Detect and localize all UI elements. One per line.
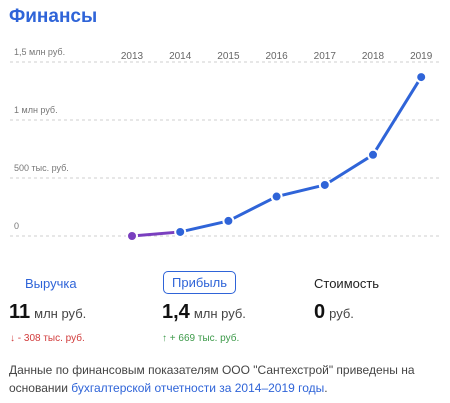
y-tick-label: 1 млн руб. bbox=[14, 105, 58, 115]
data-point bbox=[222, 214, 235, 227]
data-point bbox=[415, 71, 428, 84]
profit-line-chart: 0 500 тыс. руб. 1 млн руб. 1,5 млн руб. 2013… bbox=[10, 47, 440, 242]
section-title: Финансы bbox=[9, 6, 98, 27]
cost-value: 0 bbox=[314, 301, 326, 323]
x-tick-label: 2015 bbox=[217, 51, 240, 62]
data-point bbox=[174, 225, 187, 238]
series-line-segment bbox=[275, 183, 327, 199]
accounting-report-link[interactable]: бухгалтерской отчетности за 2014–2019 го… bbox=[71, 381, 325, 395]
profit-value-block: 1,4 млн руб. bbox=[162, 301, 246, 324]
x-tick-label: 2014 bbox=[169, 51, 192, 62]
tab-revenue[interactable]: Выручка bbox=[25, 276, 77, 291]
cost-unit: руб. bbox=[329, 306, 354, 321]
x-tick-label: 2019 bbox=[410, 51, 433, 62]
source-note-end: . bbox=[324, 381, 328, 395]
data-point bbox=[126, 230, 138, 242]
series-line-segment bbox=[323, 153, 375, 187]
x-tick-label: 2013 bbox=[121, 51, 144, 62]
profit-change: ↑ + 669 тыс. руб. bbox=[162, 333, 240, 344]
data-point bbox=[318, 178, 331, 191]
revenue-value-block: 11 млн руб. bbox=[9, 301, 86, 324]
revenue-value: 11 bbox=[9, 301, 31, 323]
x-tick-label: 2017 bbox=[314, 51, 337, 62]
tab-cost[interactable]: Стоимость bbox=[314, 276, 380, 291]
cost-value-block: 0 руб. bbox=[314, 301, 354, 324]
series-line-segment bbox=[226, 195, 279, 223]
y-tick-label: 500 тыс. руб. bbox=[14, 163, 69, 173]
x-tick-label: 2018 bbox=[362, 51, 385, 62]
source-note: Данные по финансовым показателям ООО "Са… bbox=[9, 361, 441, 397]
y-tick-label: 1,5 млн руб. bbox=[14, 47, 65, 57]
series-line-segment bbox=[371, 75, 423, 157]
data-point bbox=[270, 190, 283, 203]
source-note-text: Данные по финансовым показателям ООО "Са… bbox=[9, 363, 415, 395]
profit-unit: млн руб. bbox=[193, 306, 246, 321]
y-tick-label: 0 bbox=[14, 221, 19, 231]
tab-profit[interactable]: Прибыль bbox=[163, 271, 236, 294]
series-line-segment bbox=[178, 219, 230, 234]
revenue-change: ↓ - 308 тыс. руб. bbox=[10, 333, 85, 344]
profit-value: 1,4 bbox=[162, 301, 190, 323]
series-line-segment bbox=[130, 230, 182, 238]
x-tick-label: 2016 bbox=[265, 51, 288, 62]
data-point bbox=[367, 148, 379, 161]
revenue-unit: млн руб. bbox=[34, 306, 87, 321]
